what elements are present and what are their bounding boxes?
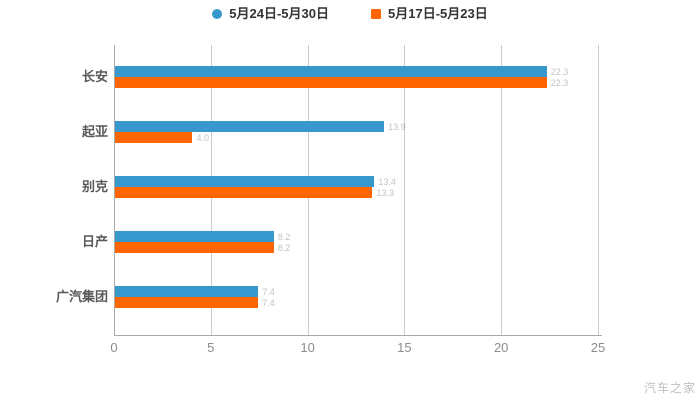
bar-series0-cat1[interactable] (115, 121, 385, 132)
category-label-4: 广汽集团 (55, 289, 108, 304)
value-label-series1-cat1: 4.0 (196, 133, 209, 143)
value-label-series0-cat4: 7.4 (262, 287, 275, 297)
bar-series0-cat4[interactable] (115, 286, 259, 297)
category-label-0: 长安 (81, 69, 108, 84)
legend-item-week-previous[interactable]: 5月17日-5月23日 (371, 4, 488, 24)
bar-series0-cat3[interactable] (115, 231, 274, 242)
bar-series1-cat0[interactable] (115, 77, 547, 88)
x-tick-label-15: 15 (397, 340, 412, 355)
legend-label-week-current: 5月24日-5月30日 (229, 6, 329, 21)
value-label-series1-cat0: 22.3 (550, 78, 569, 88)
legend-item-week-current[interactable]: 5月24日-5月30日 (212, 4, 329, 24)
bar-series1-cat1[interactable] (115, 132, 193, 143)
gridline-x-20 (501, 45, 503, 335)
value-label-series0-cat2: 13.4 (378, 177, 396, 187)
bar-series0-cat0[interactable] (115, 66, 547, 77)
x-tick-label-0: 0 (110, 340, 118, 355)
value-label-series0-cat3: 8.2 (277, 232, 291, 242)
x-tick-label-20: 20 (493, 340, 509, 355)
value-label-series0-cat0: 22.3 (550, 67, 569, 77)
bar-series1-cat2[interactable] (115, 187, 373, 198)
value-label-series1-cat3: 8.2 (277, 243, 291, 253)
legend-label-week-previous: 5月17日-5月23日 (388, 6, 488, 21)
x-tick-label-5: 5 (207, 340, 215, 355)
bar-series1-cat3[interactable] (115, 242, 274, 253)
x-axis-line (114, 335, 602, 336)
legend-marker-blue-icon (212, 9, 223, 19)
bar-series1-cat4[interactable] (115, 297, 259, 308)
value-label-series1-cat2: 13.3 (376, 188, 395, 198)
legend-marker-orange-icon (371, 9, 381, 19)
value-label-series1-cat4: 7.4 (262, 298, 275, 308)
x-tick-label-25: 25 (590, 340, 606, 355)
bar-series0-cat2[interactable] (115, 176, 375, 187)
category-label-3: 日产 (81, 234, 108, 249)
watermark: 汽车之家 (643, 381, 696, 395)
gridline-x-25 (598, 45, 599, 335)
value-label-series0-cat1: 13.9 (388, 122, 406, 132)
legend: 5月24日-5月30日 5月17日-5月23日 (0, 4, 700, 24)
x-tick-label-10: 10 (300, 340, 315, 355)
y-axis-line (114, 45, 115, 335)
category-label-2: 别克 (81, 179, 108, 194)
gridline-x-15 (404, 45, 406, 335)
category-label-1: 起亚 (81, 124, 108, 139)
